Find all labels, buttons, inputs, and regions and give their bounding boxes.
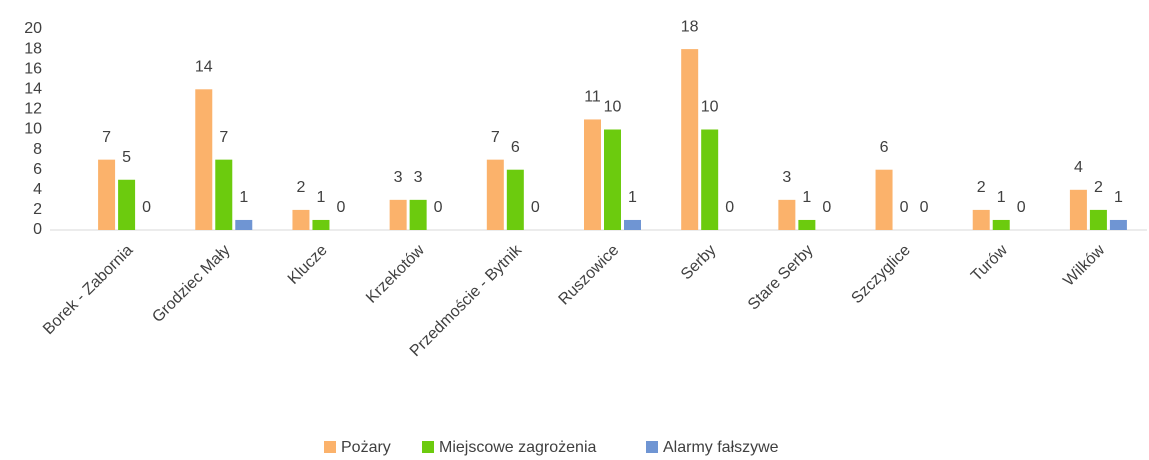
value-label: 1 bbox=[239, 189, 248, 206]
value-label: 6 bbox=[880, 139, 889, 156]
value-label: 1 bbox=[1114, 189, 1123, 206]
legend-swatch bbox=[422, 441, 434, 453]
value-label: 3 bbox=[394, 169, 403, 186]
value-label: 0 bbox=[900, 199, 909, 216]
bar bbox=[972, 209, 990, 230]
y-tick-label: 16 bbox=[24, 60, 42, 77]
value-label: 1 bbox=[997, 189, 1006, 206]
value-label: 0 bbox=[531, 199, 540, 216]
legend-label: Pożary bbox=[341, 439, 391, 456]
value-label: 10 bbox=[604, 99, 622, 116]
bar bbox=[1109, 219, 1127, 230]
bar bbox=[292, 209, 310, 230]
bar bbox=[798, 219, 816, 230]
bar bbox=[98, 159, 116, 230]
bar bbox=[118, 179, 136, 230]
value-label: 11 bbox=[584, 89, 601, 106]
bar bbox=[506, 169, 524, 230]
value-label: 7 bbox=[102, 129, 111, 146]
x-tick-label: Krzekotów bbox=[363, 241, 428, 306]
x-tick-label: Szczyglice bbox=[848, 242, 914, 308]
bar bbox=[195, 89, 213, 230]
value-label: 18 bbox=[681, 18, 699, 35]
legend-label: Alarmy fałszywe bbox=[663, 439, 779, 456]
bar bbox=[1089, 209, 1107, 230]
bar bbox=[701, 129, 719, 230]
bar bbox=[215, 159, 233, 230]
value-label: 1 bbox=[317, 189, 326, 206]
y-tick-label: 20 bbox=[24, 20, 42, 37]
bar bbox=[681, 49, 699, 230]
value-label: 6 bbox=[511, 139, 520, 156]
bar bbox=[584, 119, 601, 230]
y-tick-label: 4 bbox=[33, 181, 42, 198]
x-tick-label: Ruszowice bbox=[556, 242, 623, 309]
x-tick-label: Przedmoście - Bytnik bbox=[407, 241, 526, 360]
value-label: 0 bbox=[1017, 199, 1026, 216]
value-label: 2 bbox=[977, 179, 986, 196]
value-label: 0 bbox=[337, 199, 346, 216]
bar bbox=[875, 169, 893, 230]
value-label: 7 bbox=[219, 129, 228, 146]
bar bbox=[992, 219, 1010, 230]
y-tick-label: 8 bbox=[33, 141, 42, 158]
x-tick-label: Klucze bbox=[285, 242, 331, 288]
value-label: 14 bbox=[195, 59, 213, 76]
value-label: 0 bbox=[434, 199, 443, 216]
x-tick-label: Serby bbox=[678, 242, 720, 284]
legend-swatch bbox=[646, 441, 658, 453]
bar bbox=[312, 219, 330, 230]
y-tick-label: 14 bbox=[24, 81, 42, 98]
value-label: 1 bbox=[628, 189, 637, 206]
value-label: 3 bbox=[414, 169, 423, 186]
value-label: 0 bbox=[142, 199, 151, 216]
value-label: 2 bbox=[297, 179, 306, 196]
value-label: 1 bbox=[802, 189, 811, 206]
x-tick-label: Stare Serby bbox=[745, 242, 817, 314]
bar bbox=[486, 159, 504, 230]
y-tick-label: 6 bbox=[33, 161, 42, 178]
bar bbox=[1069, 189, 1087, 230]
value-label: 0 bbox=[725, 199, 734, 216]
x-tick-label: Grodziec Mały bbox=[149, 242, 233, 326]
bar bbox=[624, 219, 641, 230]
value-label: 7 bbox=[491, 129, 500, 146]
value-label: 4 bbox=[1074, 159, 1083, 176]
bar bbox=[778, 199, 796, 230]
y-tick-label: 10 bbox=[24, 121, 42, 138]
value-label: 10 bbox=[701, 99, 719, 116]
y-tick-label: 0 bbox=[33, 221, 42, 238]
legend-label: Miejscowe zagrożenia bbox=[439, 439, 597, 456]
value-label: 5 bbox=[122, 149, 131, 166]
x-tick-label: Wilków bbox=[1060, 241, 1108, 289]
x-tick-label: Borek - Zabornia bbox=[40, 242, 136, 338]
x-tick-label: Turów bbox=[968, 241, 1011, 284]
bar bbox=[604, 129, 621, 230]
bar bbox=[389, 199, 407, 230]
bar bbox=[235, 219, 253, 230]
legend-swatch bbox=[324, 441, 336, 453]
y-tick-label: 18 bbox=[24, 40, 42, 57]
value-label: 2 bbox=[1094, 179, 1103, 196]
value-label: 3 bbox=[782, 169, 791, 186]
value-label: 0 bbox=[920, 199, 929, 216]
value-label: 0 bbox=[822, 199, 831, 216]
y-tick-label: 2 bbox=[33, 201, 42, 218]
y-tick-label: 12 bbox=[24, 101, 42, 118]
bar bbox=[409, 199, 427, 230]
